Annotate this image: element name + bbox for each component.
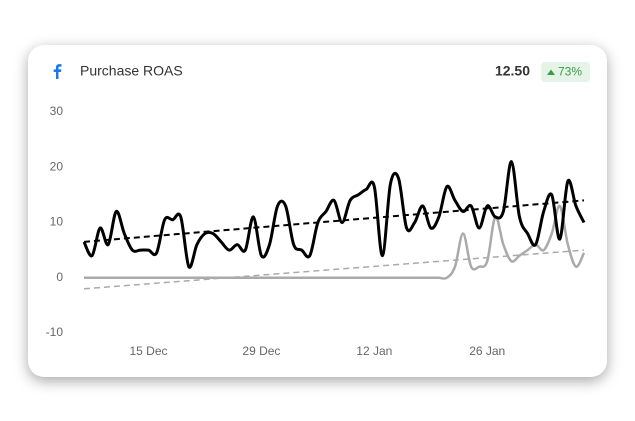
- x-tick-label: 15 Dec: [130, 344, 168, 358]
- up-arrow: [547, 69, 555, 75]
- y-tick-label: 0: [56, 270, 63, 284]
- x-tick-label: 26 Jan: [469, 344, 505, 358]
- y-tick-label: 30: [50, 104, 64, 118]
- x-tick-label: 29 Dec: [242, 344, 280, 358]
- y-tick-label: 10: [50, 215, 64, 229]
- x-tick-label: 12 Jan: [356, 344, 392, 358]
- y-tick-label: -10: [46, 325, 64, 339]
- y-tick-label: 20: [50, 159, 64, 173]
- trend-line: [83, 249, 585, 290]
- trend-line: [83, 199, 585, 243]
- card-title: Purchase ROAS: [80, 63, 183, 79]
- facebook-icon: [53, 64, 62, 79]
- change-value: 73%: [558, 65, 582, 79]
- metric-value: 12.50: [495, 63, 530, 79]
- series-line: [84, 204, 586, 280]
- change-badge: [541, 62, 590, 82]
- card: [28, 45, 607, 377]
- series-line: [82, 160, 586, 269]
